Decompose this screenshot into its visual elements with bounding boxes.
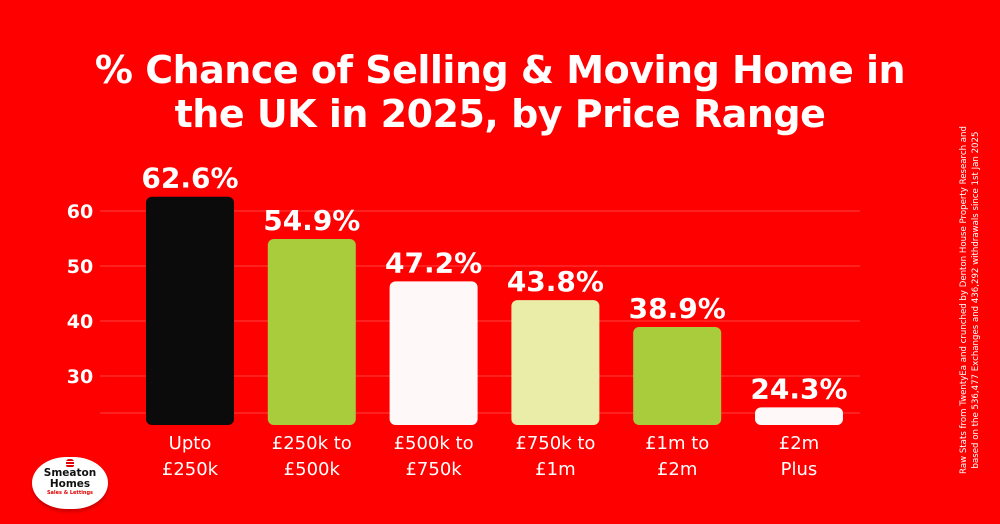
y-tick-label: 40 bbox=[67, 311, 93, 333]
bar bbox=[267, 239, 356, 425]
source-note-line-2: based on the 536,477 Exchanges and 436,2… bbox=[971, 131, 981, 469]
y-tick-label: 60 bbox=[67, 201, 93, 223]
bar bbox=[755, 407, 843, 425]
smeaton-homes-logo: Smeaton Homes Sales & Lettings bbox=[32, 457, 108, 509]
x-tick-label: £250k bbox=[162, 459, 219, 480]
data-label: 38.9% bbox=[629, 292, 726, 325]
x-tick-label: £250k to bbox=[272, 433, 352, 454]
source-note-line-1: Raw Stats from TwentyEa and crunched by … bbox=[959, 126, 969, 474]
data-label: 43.8% bbox=[507, 265, 604, 298]
logo-name-2: Homes bbox=[49, 478, 91, 490]
data-label: 24.3% bbox=[750, 372, 847, 405]
bar bbox=[511, 300, 600, 425]
y-tick-label: 30 bbox=[67, 366, 93, 388]
chart-title: % Chance of Selling & Moving Home in the… bbox=[40, 48, 960, 136]
title-line-2: the UK in 2025, by Price Range bbox=[174, 92, 826, 136]
x-tick-label: £500k to bbox=[394, 433, 474, 454]
x-tick-label: £1m bbox=[535, 459, 575, 480]
data-label: 47.2% bbox=[385, 246, 482, 279]
data-label: 54.9% bbox=[263, 204, 360, 237]
x-tick-label: £2m bbox=[657, 459, 697, 480]
bar bbox=[633, 327, 722, 425]
x-tick-label: £750k to bbox=[515, 433, 595, 454]
bar bbox=[389, 281, 478, 425]
bar bbox=[146, 196, 234, 425]
logo-icon bbox=[66, 459, 74, 468]
y-tick-label: 50 bbox=[67, 256, 93, 278]
x-tick-label: £2m bbox=[779, 433, 819, 454]
x-tick-label: Plus bbox=[781, 459, 818, 480]
logo-name-1: Smeaton bbox=[43, 467, 97, 479]
data-label: 62.6% bbox=[141, 162, 238, 195]
x-tick-label: £1m to bbox=[645, 433, 709, 454]
x-tick-label: Upto bbox=[169, 433, 212, 454]
x-tick-label: £500k bbox=[284, 459, 341, 480]
title-line-1: % Chance of Selling & Moving Home in bbox=[94, 48, 906, 92]
x-tick-label: £750k bbox=[405, 459, 462, 480]
logo-tagline: Sales & Lettings bbox=[46, 490, 94, 496]
